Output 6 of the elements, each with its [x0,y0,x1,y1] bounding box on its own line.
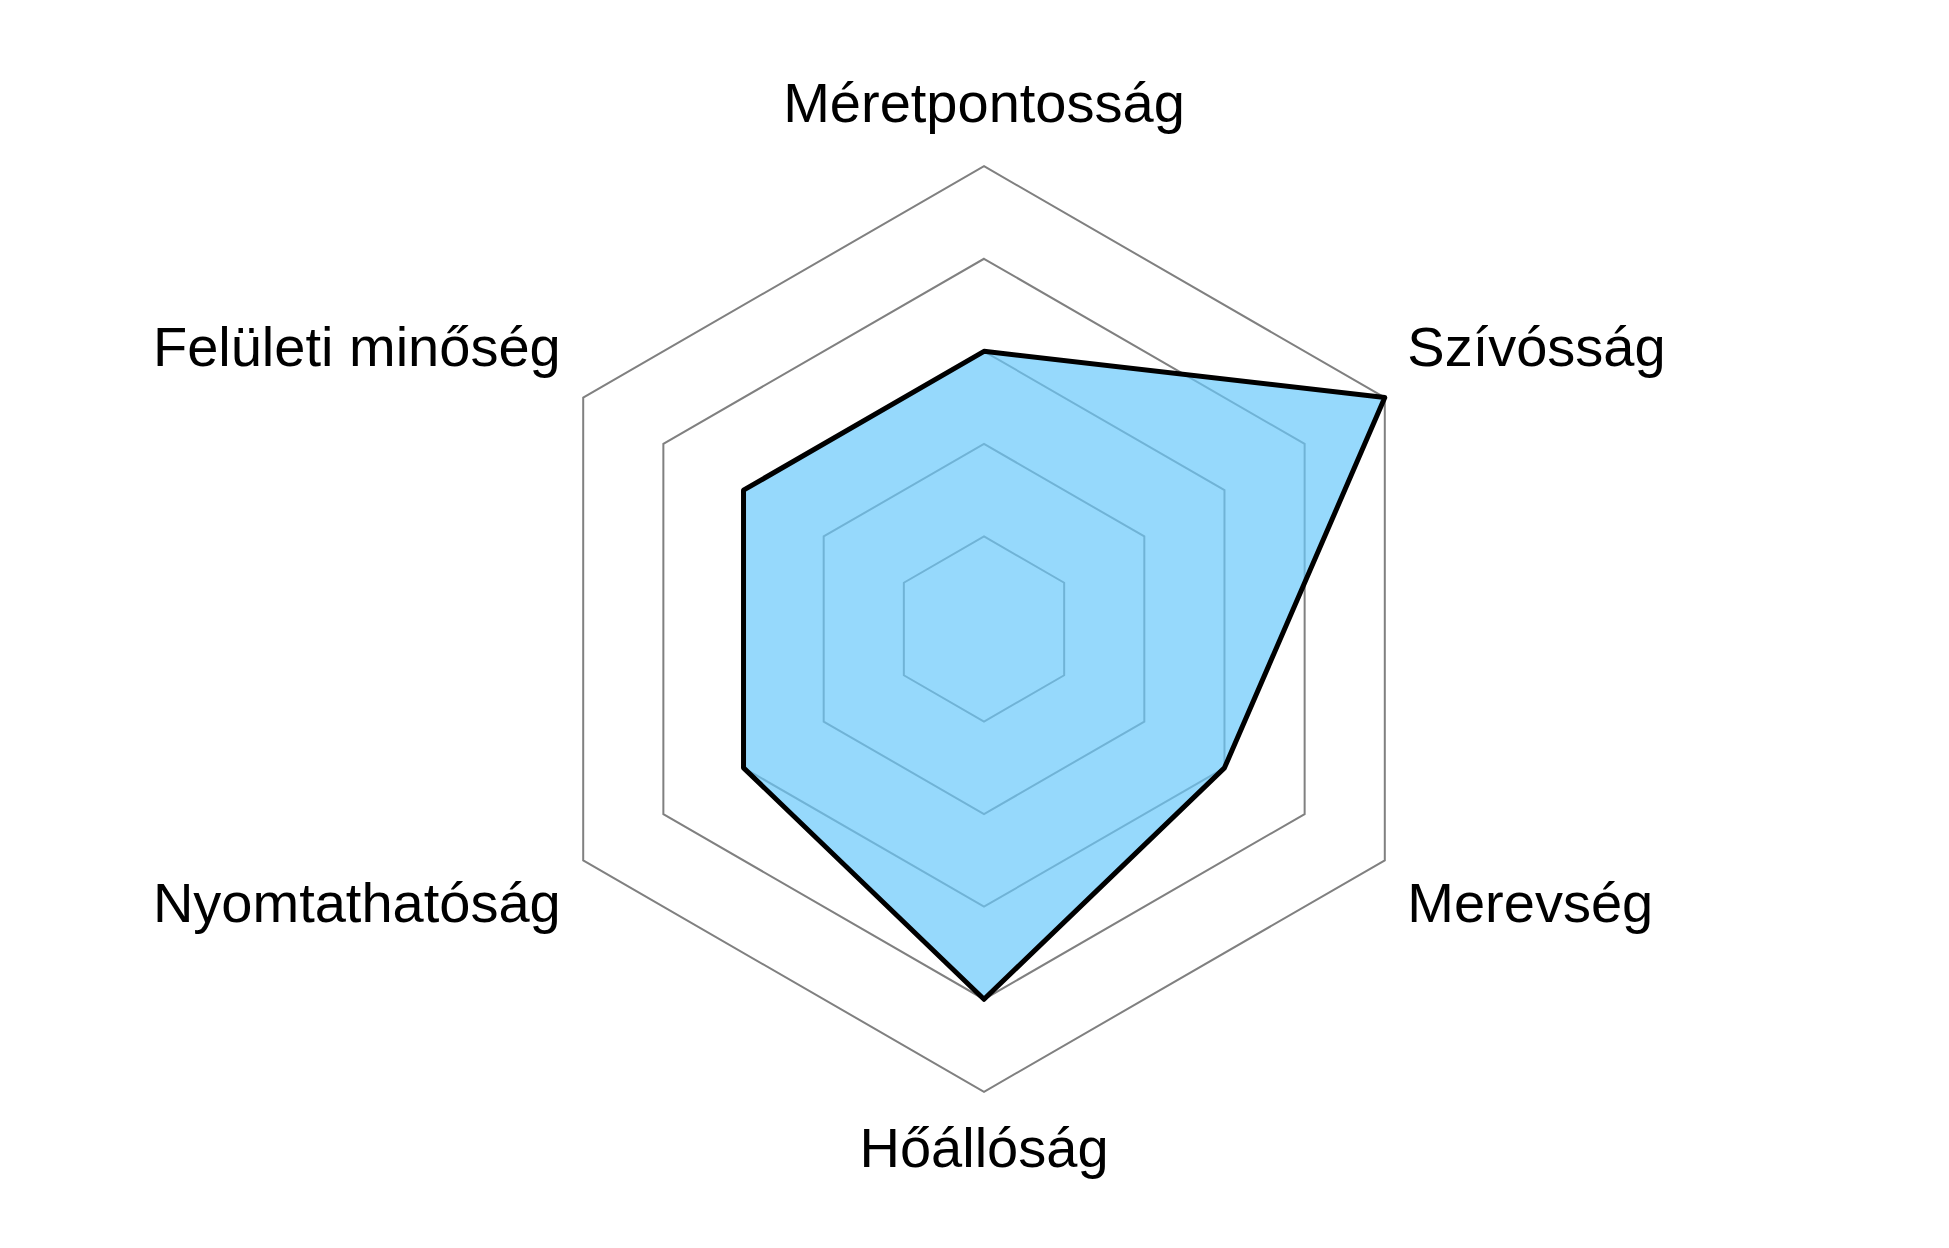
spoke-label: Merevség [1407,871,1654,935]
spoke-label: Szívósság [1407,315,1666,379]
spoke-label: Felületi minőség [152,315,561,379]
spoke-label: Nyomtathatóság [152,871,561,935]
spoke-label: Hőállóság [859,1115,1109,1179]
spoke-label: Méretpontosság [783,71,1185,135]
